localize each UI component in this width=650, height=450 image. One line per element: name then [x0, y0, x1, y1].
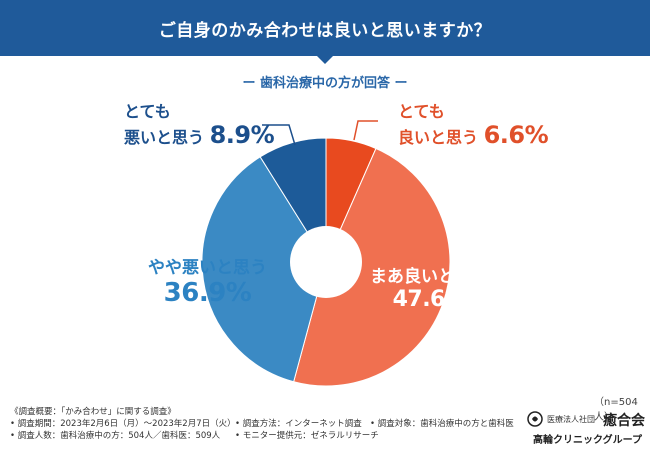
label-bad-exact: とても 悪いと思う 8.9% [124, 102, 275, 150]
label-good-rather-text: まあ良いと思う [370, 267, 489, 287]
survey-summary: 《調査概要：「かみ合わせ」に関する調査》 • 調査期間：2023年2月6日（月）… [10, 406, 514, 442]
label-bad-exact-line1: とても [124, 102, 171, 121]
clinic-name: 癒合会 [603, 413, 645, 429]
label-bad-exact-line2: 悪いと思う [124, 128, 205, 147]
leader-line-good-exact [353, 120, 378, 141]
label-bad-rather-text: やや悪いと思う [148, 258, 267, 278]
survey-title: 《調査概要：「かみ合わせ」に関する調査》 [10, 407, 176, 417]
clinic-corp-label: 医療法人社団 [547, 415, 595, 424]
label-bad-rather-pct: 36.9% [163, 278, 252, 308]
label-good-rather: まあ良いと思う 47.6% [370, 262, 489, 312]
donut-hole [290, 226, 362, 298]
survey-count: • 調査人数：歯科治療中の方：504人／歯科医：509人 [10, 431, 221, 441]
label-good-exact: とても 良いと思う 6.6% [398, 102, 549, 150]
sample-size-note: （n=504人） [594, 397, 638, 423]
label-good-exact-pct: 6.6% [483, 121, 549, 149]
clinic-logo: 医療法人社団 癒合会 高輪クリニックグループ [527, 410, 645, 446]
header-title: ご自身のかみ合わせは良いと思いますか？ [158, 20, 492, 41]
label-bad-rather: やや悪いと思う 36.9% [148, 253, 267, 308]
leader-line-bad-exact [262, 124, 296, 146]
survey-provider: • モニター提供元：ゼネラルリサーチ [235, 431, 379, 441]
label-good-exact-line1: とても [398, 102, 445, 121]
label-good-rather-pct: 47.6% [392, 287, 467, 312]
clinic-logo-mark-icon [527, 411, 543, 427]
slice-fairly-good [293, 147, 451, 387]
header-bar: ご自身のかみ合わせは良いと思いますか？ [0, 0, 650, 56]
survey-method: • 調査方法：インターネット調査 [235, 419, 362, 429]
survey-period: • 調査期間：2023年2月6日（月）〜2023年2月7日（火） [10, 419, 236, 429]
survey-target: • 調査対象：歯科治療中の方と歯科医 [370, 419, 514, 429]
survey-col2: • 調査方法：インターネット調査 • モニター提供元：ゼネラルリサーチ [235, 418, 379, 442]
header-notch [317, 56, 333, 64]
label-bad-exact-pct: 8.9% [209, 121, 275, 149]
clinic-group-name: 高輪クリニックグループ [533, 435, 642, 446]
label-good-exact-line2: 良いと思う [398, 128, 479, 147]
chart-subtitle: ー 歯科治療中の方が回答 ー [242, 76, 408, 91]
